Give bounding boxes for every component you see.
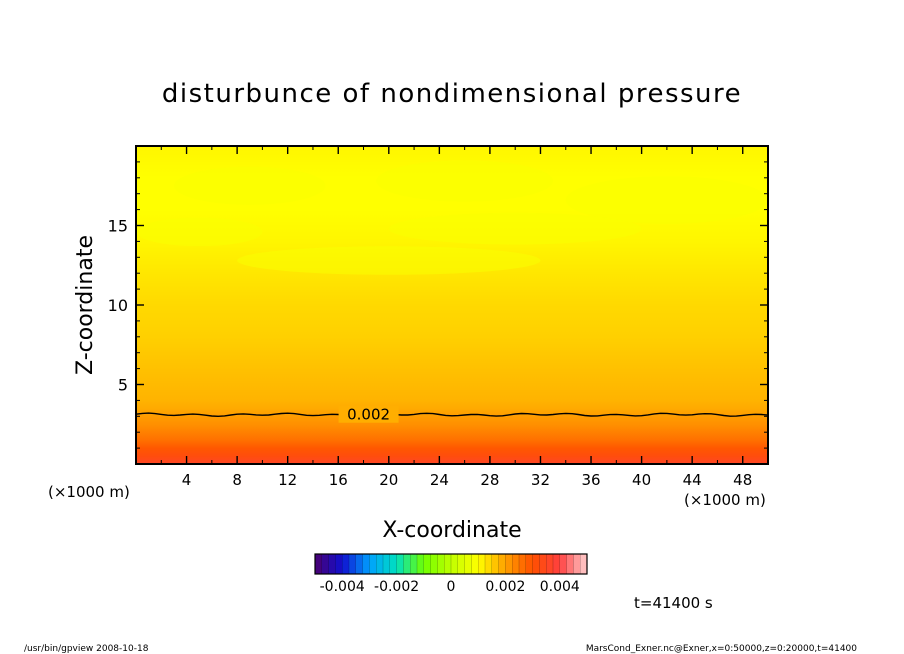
contour-label-background xyxy=(338,405,399,423)
contour-label: 0.002 xyxy=(347,406,390,424)
colorbar-cell xyxy=(519,554,527,574)
colorbar-tick-label: 0.004 xyxy=(540,579,580,595)
colorbar-cell xyxy=(335,554,343,574)
colorbar-cell xyxy=(444,554,452,574)
colorbar-cell xyxy=(532,554,540,574)
colorbar-cell xyxy=(410,554,418,574)
y-tick-label: 5 xyxy=(118,376,128,395)
contour-0.002: 0.002 xyxy=(135,405,769,424)
colorbar-cell xyxy=(417,554,425,574)
y-axis-title: Z-coordinate xyxy=(73,235,98,375)
colorbar-cell xyxy=(491,554,500,574)
x-tick-label: 40 xyxy=(632,471,651,489)
x-axis-unit: (×1000 m) xyxy=(684,491,766,509)
colorbar-cell xyxy=(355,554,364,574)
field-blob xyxy=(173,166,326,205)
y-axis-unit: (×1000 m) xyxy=(48,483,130,501)
colorbar-cell xyxy=(328,554,336,574)
colorbar-cell xyxy=(471,554,479,574)
field-blob xyxy=(376,160,554,202)
x-tick-label: 48 xyxy=(733,471,752,489)
colorbar-cell xyxy=(498,554,506,574)
colorbar-tick-label: -0.004 xyxy=(320,579,365,595)
colorbar-cell xyxy=(437,554,445,574)
colorbar-cell xyxy=(464,554,472,574)
field-blob xyxy=(136,217,263,247)
field-blob xyxy=(565,176,768,224)
x-axis-title: X-coordinate xyxy=(382,518,521,543)
footer-right: MarsCond_Exner.nc@Exner,x=0:50000,z=0:20… xyxy=(586,644,857,654)
colorbar-cell xyxy=(403,554,411,574)
colorbar-cell xyxy=(383,554,391,574)
colorbar-cell xyxy=(546,554,554,574)
colorbar-cell xyxy=(451,554,459,574)
colorbar-cell xyxy=(349,554,357,574)
colorbar-cell xyxy=(580,554,588,574)
field-blob xyxy=(237,246,541,275)
colorbar-cell xyxy=(457,554,466,574)
time-label: t=41400 s xyxy=(634,594,713,612)
colorbar-cell xyxy=(315,554,323,574)
colorbar-cell xyxy=(512,554,520,574)
colorbar-cell xyxy=(362,554,370,574)
x-tick-label: 32 xyxy=(531,471,550,489)
colorbar-cell xyxy=(321,554,330,574)
colorbar-tick-label: 0.002 xyxy=(485,579,525,595)
colorbar-cell xyxy=(369,554,377,574)
colorbar-tick-label: -0.002 xyxy=(374,579,419,595)
contour-line xyxy=(135,412,769,418)
colorbar-cell xyxy=(376,554,384,574)
y-axis-ticks: 5 10 15 xyxy=(108,161,768,449)
colorbar-cell xyxy=(566,554,574,574)
colorbar-cell xyxy=(342,554,350,574)
field-blob xyxy=(388,212,642,245)
colorbar-cell xyxy=(423,554,432,574)
colorbar: -0.004 -0.002 0 0.002 0.004 xyxy=(314,553,588,595)
colorbar-cell xyxy=(485,554,493,574)
footer-left: /usr/bin/gpview 2008-10-18 xyxy=(24,644,149,654)
x-tick-label: 8 xyxy=(232,471,242,489)
colorbar-ticks: -0.004 -0.002 0 0.002 0.004 xyxy=(320,579,580,595)
x-tick-label: 16 xyxy=(329,471,348,489)
y-tick-label: 10 xyxy=(108,296,128,315)
colorbar-cell xyxy=(525,554,534,574)
colorbar-cell xyxy=(389,554,398,574)
field-texture xyxy=(136,160,768,275)
colorbar-cell xyxy=(553,554,561,574)
colorbar-cell xyxy=(559,554,568,574)
colorbar-frame xyxy=(314,553,588,575)
colorbar-cell xyxy=(478,554,486,574)
colorbar-cell xyxy=(430,554,438,574)
x-tick-label: 12 xyxy=(278,471,297,489)
x-tick-label: 4 xyxy=(182,471,192,489)
colorbar-cell xyxy=(396,554,404,574)
colorbar-cell xyxy=(539,554,547,574)
colorbar-tick-label: 0 xyxy=(447,579,456,595)
x-tick-label: 20 xyxy=(379,471,398,489)
x-axis-ticks: 4 8 12 16 20 24 28 32 36 40 44 48 xyxy=(160,146,752,489)
x-tick-label: 44 xyxy=(683,471,702,489)
colorbar-cells xyxy=(314,554,588,574)
x-tick-label: 36 xyxy=(581,471,600,489)
chart-title: disturbunce of nondimensional pressure xyxy=(162,79,742,109)
x-tick-label: 28 xyxy=(480,471,499,489)
y-tick-label: 15 xyxy=(108,217,128,236)
colorbar-cell xyxy=(505,554,513,574)
colorbar-cell xyxy=(573,554,581,574)
x-tick-label: 24 xyxy=(430,471,449,489)
